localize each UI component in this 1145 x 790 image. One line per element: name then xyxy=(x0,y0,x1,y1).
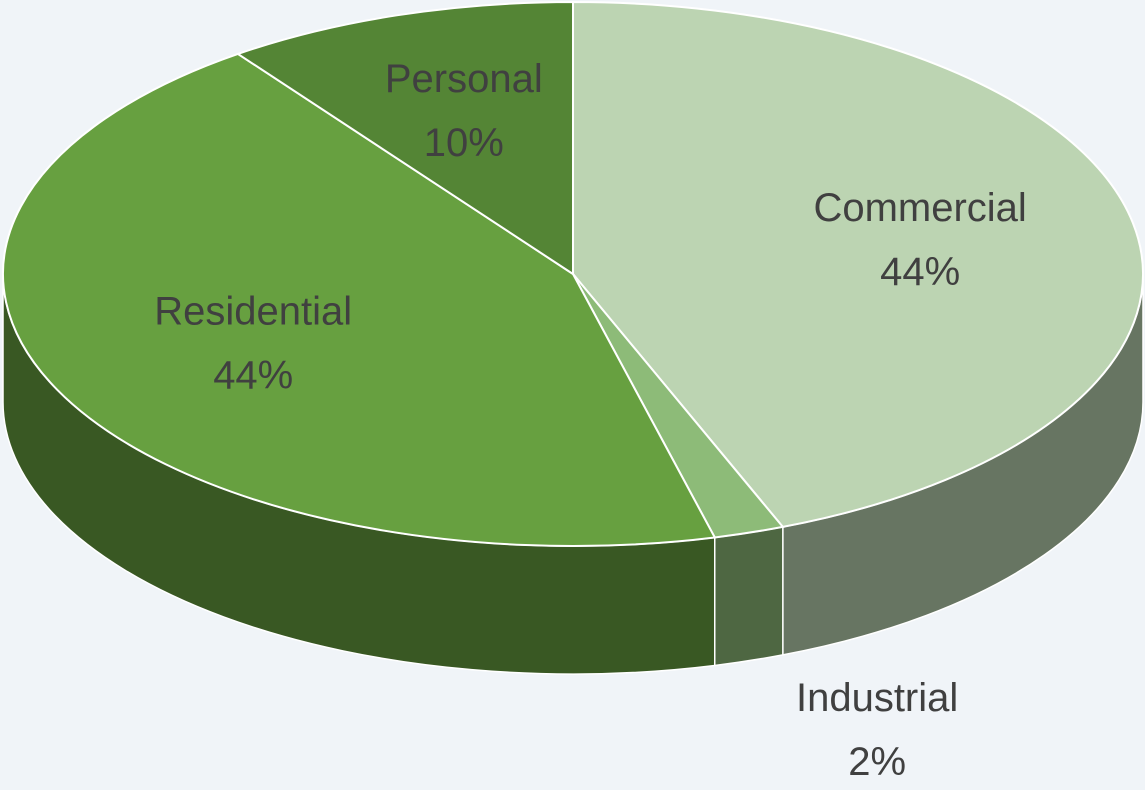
slice-value-label: 44% xyxy=(213,353,293,397)
slice-side xyxy=(714,525,784,667)
slice-label: Personal xyxy=(385,57,543,101)
slice-value-label: 44% xyxy=(880,250,960,294)
slice xyxy=(235,0,574,276)
slice-label: Industrial xyxy=(796,676,958,720)
slice xyxy=(2,52,717,547)
slice-value-label: 10% xyxy=(424,121,504,165)
slice xyxy=(572,0,1144,528)
slice-label: Commercial xyxy=(813,186,1026,230)
slice-label: Residential xyxy=(154,289,352,333)
slice-value-label: 2% xyxy=(848,740,906,784)
